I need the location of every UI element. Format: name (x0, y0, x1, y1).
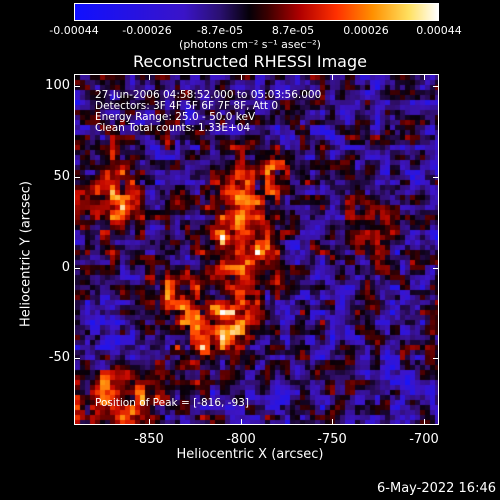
y-tick-label: 50 (53, 169, 70, 184)
x-tick-mark (424, 74, 425, 80)
x-axis-label: Heliocentric X (arcsec) (176, 447, 324, 462)
x-tick-label: -850 (134, 432, 164, 447)
image-plot: 27-Jun-2006 04:58:52.000 to 05:03:56.000… (74, 74, 439, 425)
x-tick-mark (332, 419, 333, 425)
info-energy: Energy Range: 25.0 - 50.0 keV (95, 111, 256, 123)
x-tick-mark (332, 74, 333, 80)
colorbar-units: (photons cm⁻² s⁻¹ asec⁻²) (179, 38, 321, 51)
colorbar-label: 8.7e-05 (271, 24, 315, 37)
date-stamp: 6-May-2022 16:46 (377, 481, 496, 496)
x-tick-label: -800 (226, 432, 256, 447)
x-tick-mark (241, 419, 242, 425)
colorbar-label: -0.00044 (49, 24, 99, 37)
colorbar-label: -0.00026 (122, 24, 172, 37)
y-tick-label: 0 (61, 260, 70, 275)
y-tick-label: -50 (48, 350, 70, 365)
colorbar-label: -8.7e-05 (196, 24, 244, 37)
colorbar-label: 0.00044 (416, 24, 462, 37)
x-tick-mark (424, 419, 425, 425)
y-tick-mark (433, 86, 439, 87)
y-tick-mark (74, 358, 80, 359)
x-tick-mark (149, 419, 150, 425)
info-clean: Clean Total counts: 1.33E+04 (95, 122, 251, 134)
heatmap-image (75, 75, 438, 424)
x-tick-mark (241, 74, 242, 80)
colorbar (74, 3, 439, 21)
y-tick-mark (433, 358, 439, 359)
x-tick-label: -750 (317, 432, 347, 447)
x-tick-mark (149, 74, 150, 80)
y-tick-label: 100 (45, 78, 70, 93)
y-tick-mark (433, 268, 439, 269)
info-time: 27-Jun-2006 04:58:52.000 to 05:03:56.000 (95, 89, 322, 101)
info-detectors: Detectors: 3F 4F 5F 6F 7F 8F, Att 0 (95, 100, 279, 112)
y-tick-mark (74, 177, 80, 178)
info-peak: Position of Peak = [-816, -93] (95, 397, 249, 409)
plot-title: Reconstructed RHESSI Image (133, 52, 367, 71)
y-tick-mark (433, 177, 439, 178)
colorbar-label: 0.00026 (343, 24, 389, 37)
y-tick-mark (74, 268, 80, 269)
y-tick-mark (74, 86, 80, 87)
y-axis-label: Heliocentric Y (arcsec) (18, 181, 34, 327)
x-tick-label: -700 (409, 432, 439, 447)
